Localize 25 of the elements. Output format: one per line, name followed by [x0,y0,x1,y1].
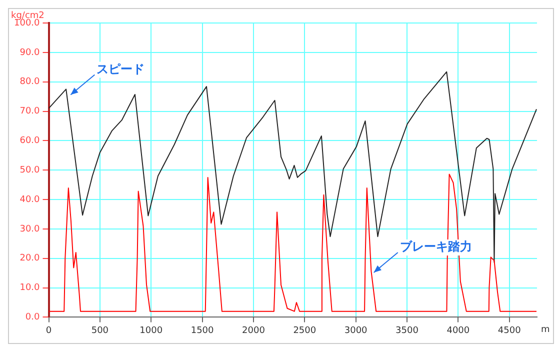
x-tick-label: 0 [46,326,52,336]
x-tick-label: 1000 [140,326,163,336]
y-tick-label: 100.0 [14,18,40,28]
y-axis-title: kg/cm2 [11,10,44,21]
x-tick-label: 3000 [344,326,368,336]
x-tick-label: 2000 [242,326,266,336]
y-tick-label: 80.0 [20,77,40,88]
y-tick-label: 60.0 [20,136,40,146]
y-tick-label: 0.0 [25,312,40,323]
annotation: ブレーキ踏力 [400,240,472,254]
x-tick-label: 4500 [498,326,522,336]
x-tick-label: 500 [91,326,109,336]
x-tick-label: 1500 [190,326,214,336]
x-tick-label: 4000 [446,326,470,336]
annotation: スピード [96,62,145,76]
y-tick-label: 70.0 [20,106,40,117]
x-tick-label: 3500 [396,326,419,336]
y-tick-label: 90.0 [20,48,40,58]
x-axis-title: m [541,325,550,336]
y-tick-label: 50.0 [20,165,40,176]
y-tick-label: 40.0 [20,194,40,205]
y-tick-label: 30.0 [20,224,40,234]
x-tick-label: 2500 [293,326,316,336]
y-tick-label: 10.0 [20,283,40,294]
y-tick-label: 20.0 [20,254,40,264]
